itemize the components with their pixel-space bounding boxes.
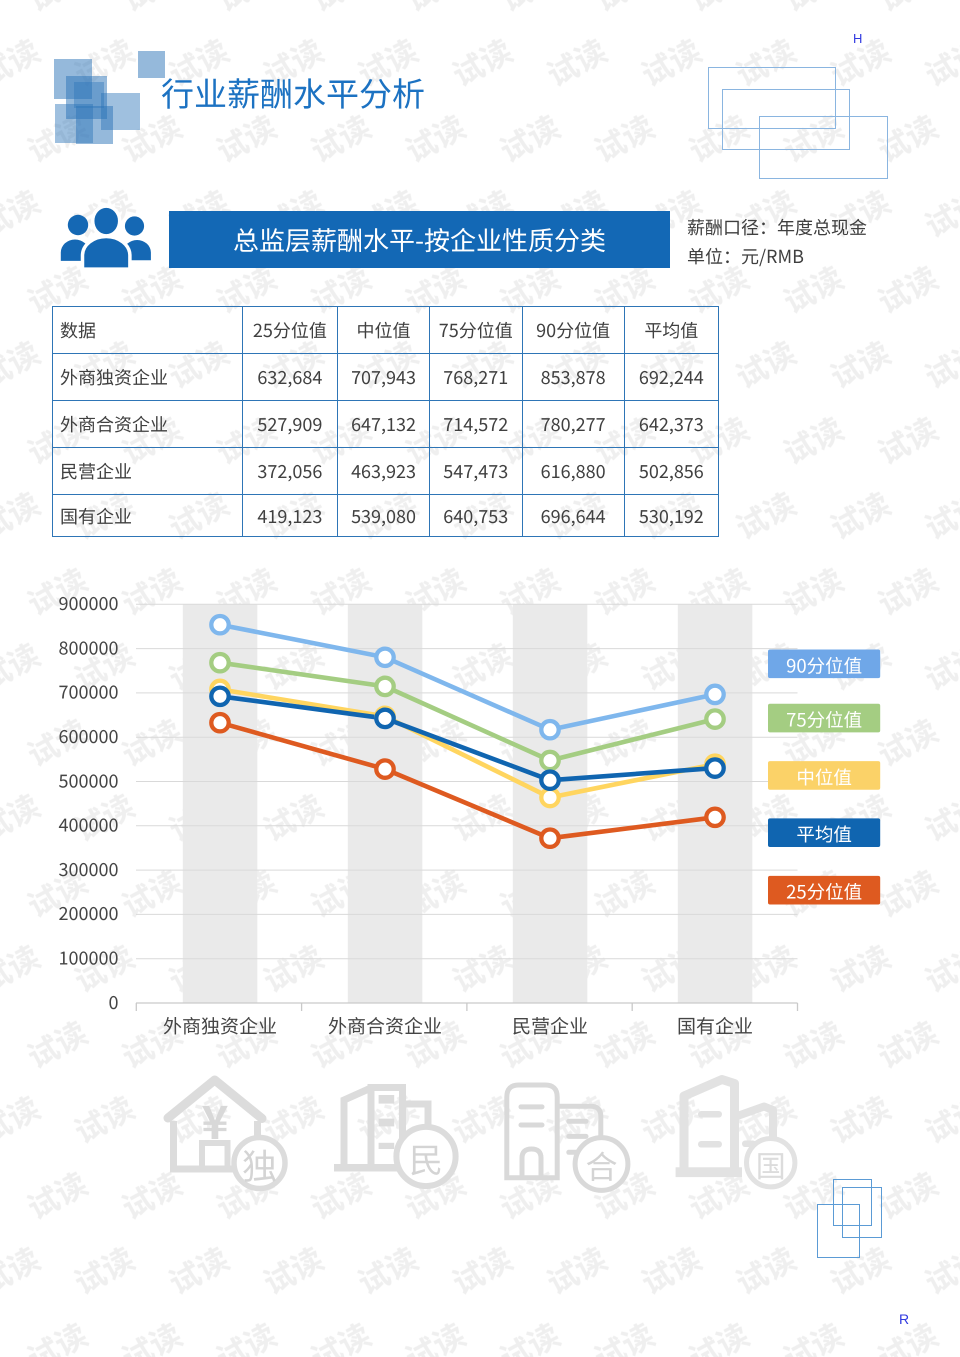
svg-text:75分位值: 75分位值 [786, 707, 862, 733]
svg-text:民: 民 [409, 1134, 443, 1183]
svg-text:平均值: 平均值 [796, 821, 852, 847]
svg-text:400000: 400000 [59, 812, 119, 838]
svg-text:600000: 600000 [59, 723, 119, 749]
svg-text:国有企业: 国有企业 [677, 1012, 753, 1039]
svg-text:中位值: 中位值 [796, 764, 852, 790]
svg-text:900000: 900000 [59, 590, 119, 616]
svg-text:0: 0 [109, 989, 119, 1015]
svg-text:合: 合 [585, 1143, 617, 1189]
svg-text:800000: 800000 [59, 634, 119, 660]
svg-text:25分位值: 25分位值 [786, 879, 862, 905]
svg-text:¥: ¥ [201, 1087, 228, 1153]
svg-text:独: 独 [242, 1139, 277, 1190]
svg-text:300000: 300000 [59, 856, 119, 882]
svg-text:500000: 500000 [59, 767, 119, 793]
svg-text:100000: 100000 [59, 945, 119, 971]
svg-text:200000: 200000 [59, 900, 119, 926]
svg-text:90分位值: 90分位值 [786, 652, 862, 678]
svg-text:700000: 700000 [59, 679, 119, 705]
svg-text:外商独资企业: 外商独资企业 [163, 1012, 277, 1039]
svg-text:外商合资企业: 外商合资企业 [328, 1012, 442, 1039]
svg-text:国: 国 [756, 1142, 786, 1186]
svg-text:民营企业: 民营企业 [512, 1012, 588, 1039]
